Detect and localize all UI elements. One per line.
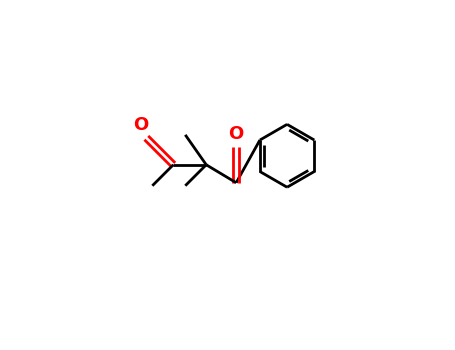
Text: O: O xyxy=(133,116,149,134)
Text: O: O xyxy=(228,125,244,143)
